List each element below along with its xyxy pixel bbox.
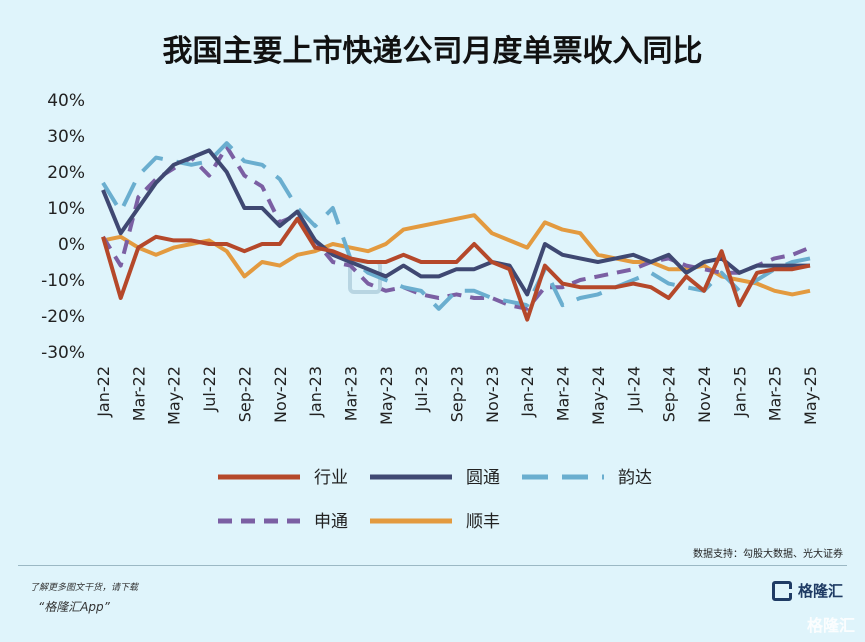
- legend-label-0: 行业: [314, 468, 348, 488]
- footer-download-note: 了解更多图文干货，请下载: [30, 583, 139, 593]
- x-tick-label: Jul-22: [200, 366, 219, 412]
- x-tick-label: Mar-25: [766, 366, 785, 421]
- y-tick-label: 0%: [58, 235, 85, 255]
- legend-label-4: 顺丰: [466, 512, 500, 532]
- series-line-3: [101, 144, 811, 311]
- x-tick-label: Mar-23: [341, 366, 360, 421]
- legend-label-3: 申通: [314, 512, 348, 532]
- x-tick-label: Sep-23: [448, 366, 467, 422]
- line-chart: 40% 30% 20% 10% 0% -10% -20% -30% Jan-22 Mar-22 M…: [41, 91, 820, 532]
- x-tick-label: Nov-22: [271, 366, 290, 423]
- x-tick-label: Sep-24: [660, 366, 679, 422]
- chart-title: 我国主要上市快递公司月度单票收入同比: [162, 34, 703, 69]
- series-line-0: [101, 216, 811, 322]
- brand-logo-group: 格隆汇: [771, 580, 843, 601]
- series-line-1: [101, 148, 810, 297]
- x-tick-label: May-23: [377, 366, 396, 425]
- y-tick-label: -20%: [41, 307, 85, 327]
- x-tick-label: May-24: [589, 366, 608, 425]
- x-tick-label: Nov-24: [695, 366, 714, 423]
- series-line-4: [102, 213, 811, 297]
- x-tick-label: Jan-23: [306, 366, 325, 418]
- footer-app-name[interactable]: “格隆汇App”: [38, 600, 110, 614]
- x-tick-label: Jul-24: [624, 366, 643, 412]
- x-tick-label: Jan-24: [518, 366, 537, 418]
- brand-name: 格隆汇: [797, 582, 843, 600]
- x-tick-label: May-22: [165, 366, 184, 425]
- legend-label-1: 圆通: [466, 468, 500, 488]
- x-tick-label: May-25: [801, 366, 820, 425]
- x-tick-label: Sep-22: [235, 366, 254, 422]
- series-layer: [101, 141, 811, 322]
- x-tick-label: Jan-25: [730, 366, 749, 418]
- y-tick-label: 10%: [47, 199, 85, 219]
- y-tick-label: 30%: [47, 127, 85, 147]
- y-axis: 40% 30% 20% 10% 0% -10% -20% -30%: [41, 91, 85, 363]
- y-tick-label: -10%: [41, 271, 85, 291]
- x-axis: Jan-22 Mar-22 May-22 Jul-22 Sep-22 Nov-22 Jan-…: [94, 366, 820, 425]
- x-tick-label: Nov-23: [483, 366, 502, 423]
- x-tick-label: Mar-24: [554, 366, 573, 421]
- x-tick-label: Jan-22: [94, 366, 113, 418]
- y-tick-label: 20%: [47, 163, 85, 183]
- legend-label-2: 韵达: [618, 468, 652, 488]
- source-note: 数据支持：勾股大数据、光大证券: [693, 549, 843, 560]
- brand-g-icon: [771, 580, 792, 601]
- x-tick-label: Jul-23: [412, 366, 431, 412]
- y-tick-label: 40%: [47, 91, 85, 111]
- series-line-2: [101, 141, 811, 311]
- x-tick-label: Mar-22: [129, 366, 148, 421]
- corner-watermark: 格隆汇: [806, 616, 855, 635]
- footer-divider: [18, 565, 847, 566]
- y-tick-label: -30%: [41, 343, 85, 363]
